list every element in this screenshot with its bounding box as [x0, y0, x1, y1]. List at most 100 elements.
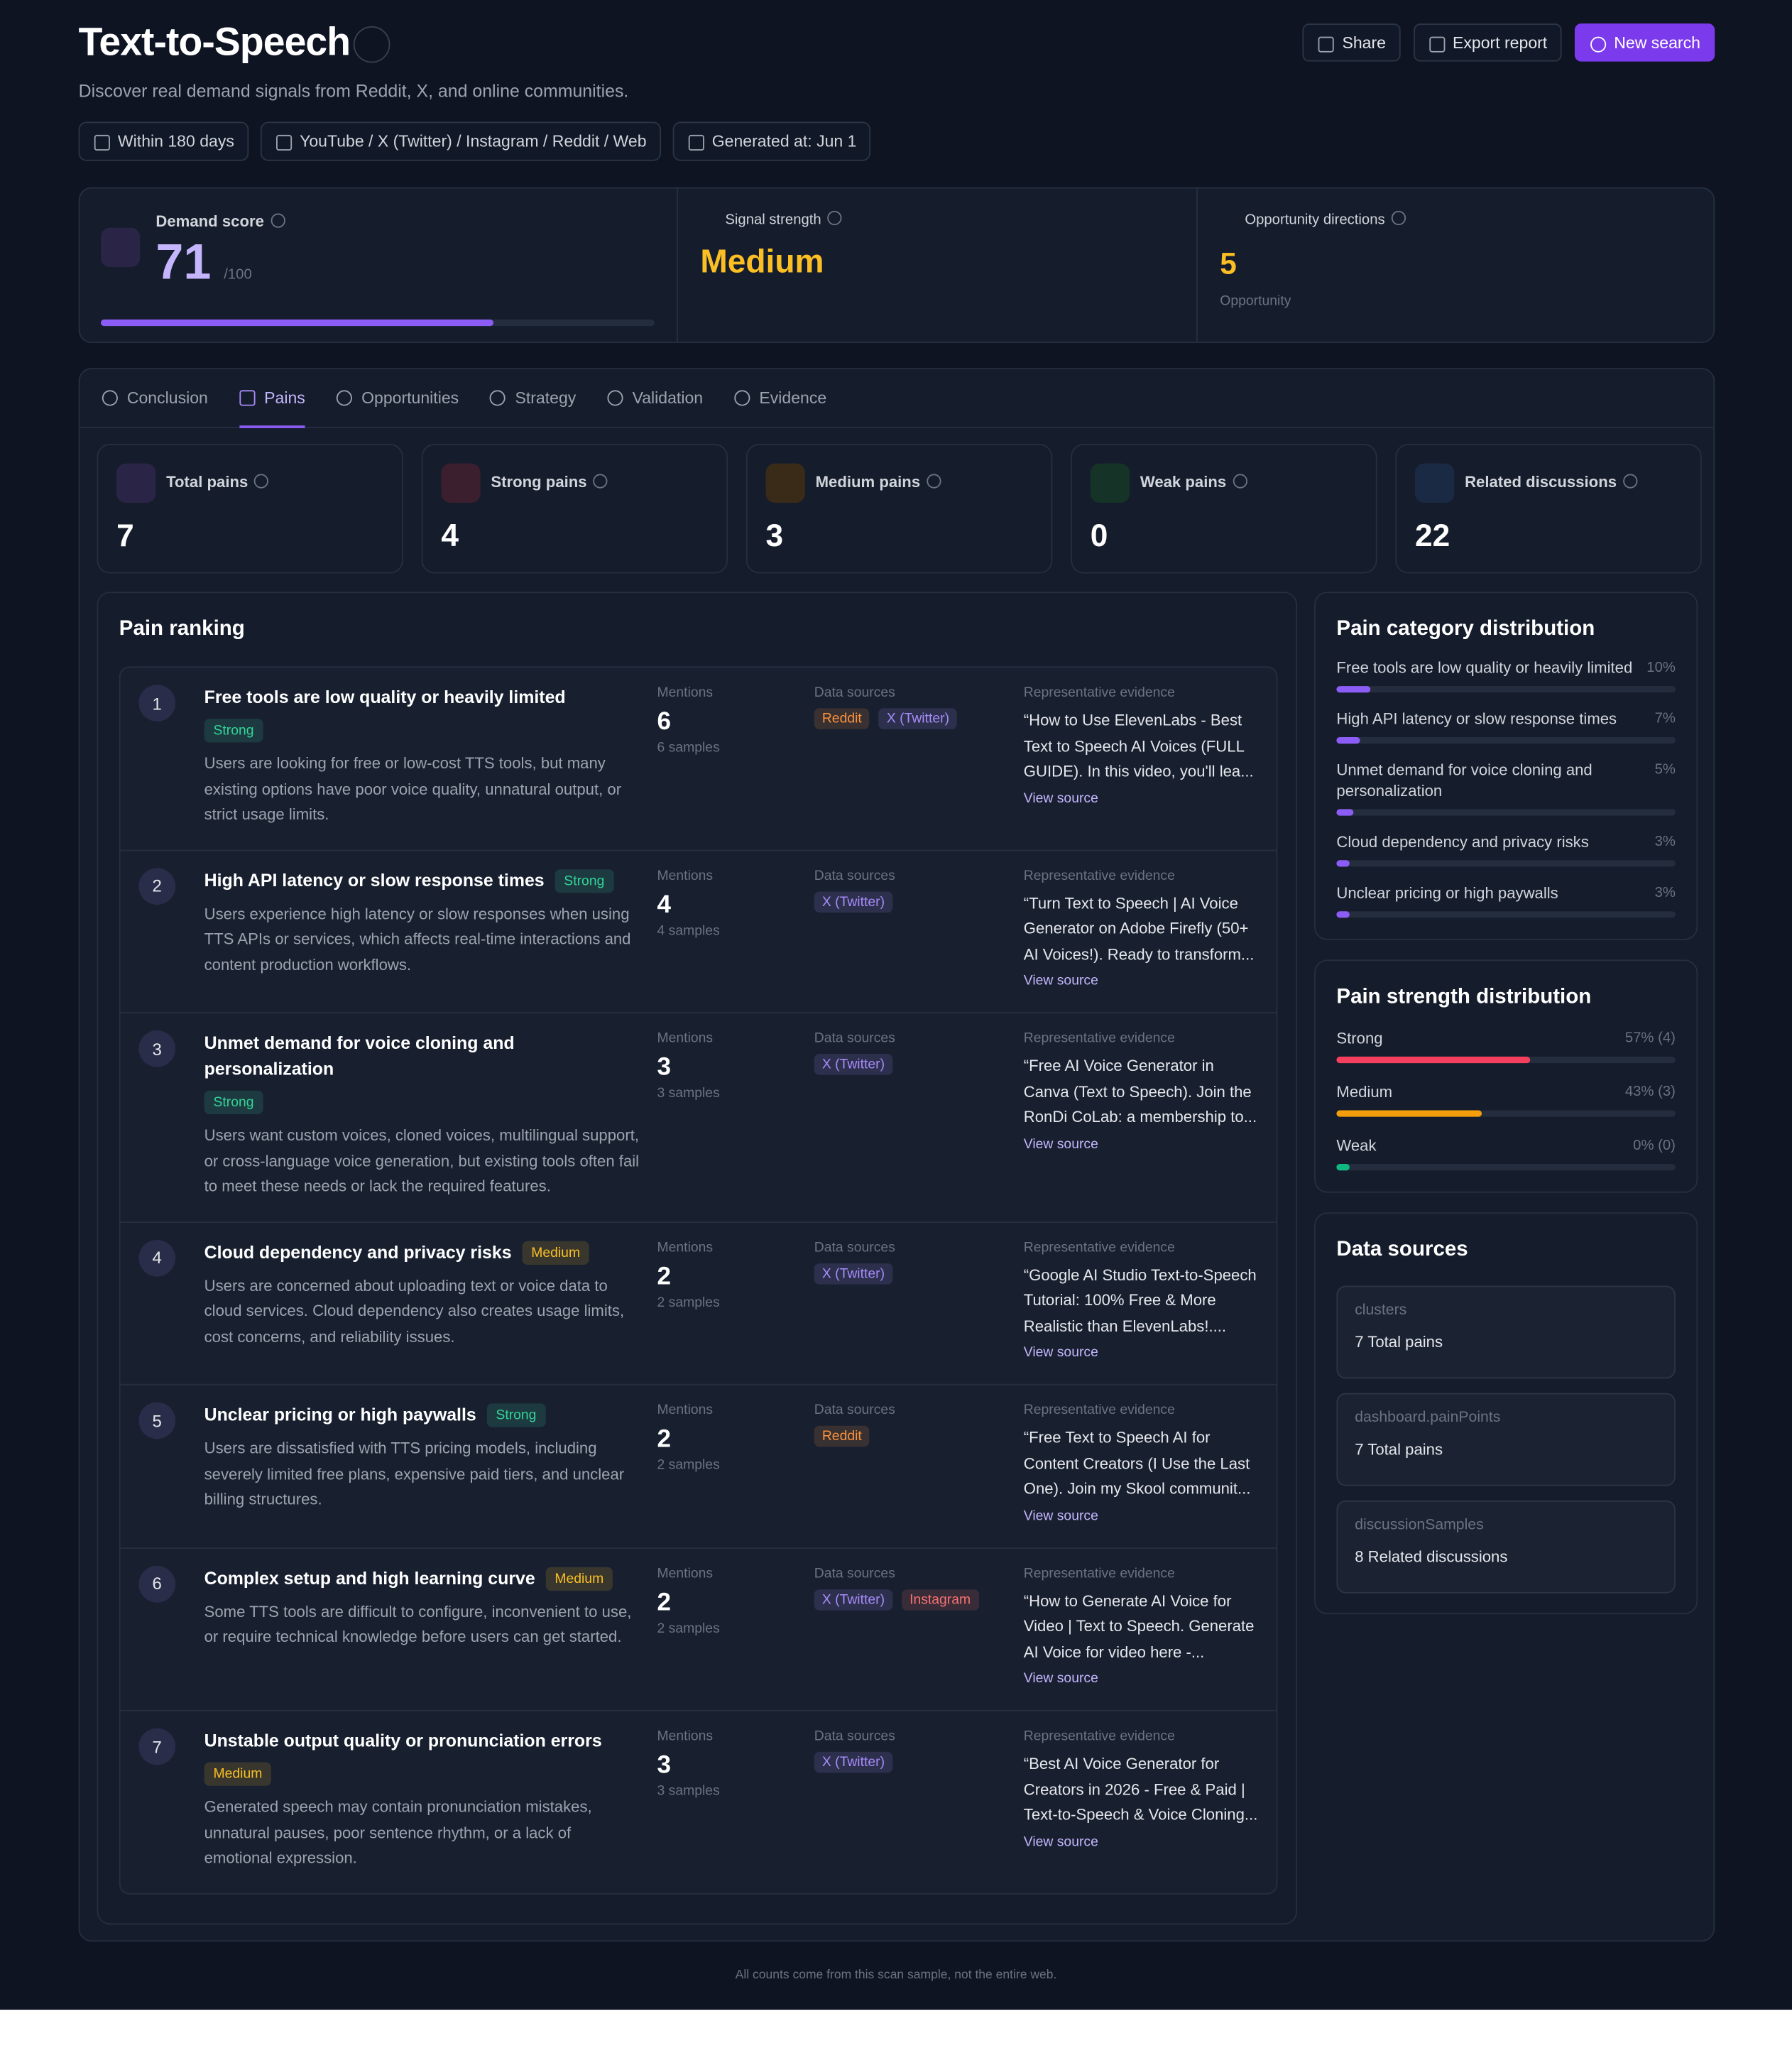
strength-name: Weak — [1336, 1136, 1377, 1155]
column-label: Data sources — [814, 1030, 895, 1047]
evidence: Representative evidence “Free Text to Spe… — [1024, 1403, 1262, 1526]
column-label: Mentions — [657, 1565, 714, 1581]
filter-chip: Within 180 days — [78, 121, 249, 161]
pain-row: 6 Complex setup and high learning curve Me… — [120, 1547, 1277, 1710]
category-share: 7% — [1654, 711, 1676, 727]
source-tag: X (Twitter) — [814, 1263, 893, 1284]
sources: Data sources X (Twitter) — [814, 1239, 1024, 1363]
bar-track — [1336, 736, 1676, 744]
metric-label: Signal strength — [725, 210, 843, 228]
column-label: Representative evidence — [1023, 685, 1175, 701]
tab[interactable]: Strategy — [490, 369, 576, 427]
evidence-text: “Free Text to Speech AI for Content Crea… — [1023, 1428, 1251, 1498]
panel-title: Pain strength distribution — [1336, 986, 1592, 1008]
tab[interactable]: Evidence — [734, 369, 826, 427]
category-name: Free tools are low quality or heavily li… — [1336, 658, 1633, 677]
action-button[interactable]: Share — [1303, 23, 1401, 62]
sources: Data sources X (Twitter) — [814, 1728, 1024, 1872]
category-name: Cloud dependency and privacy risks — [1336, 832, 1589, 851]
column-label: Data sources — [814, 1402, 895, 1418]
source-tag: X (Twitter) — [814, 1589, 893, 1610]
pain-description: Users are concerned about uploading text… — [204, 1275, 625, 1346]
stats: Total pains 7 Strong pains 4 Medium pains 3 We… — [97, 444, 1702, 574]
strength-badge: Medium — [545, 1566, 613, 1591]
category-row: Unmet demand for voice cloning and perso… — [1336, 759, 1676, 801]
bar — [1336, 1110, 1482, 1117]
column-label: Data sources — [814, 1728, 895, 1744]
samples: 6 samples — [657, 739, 720, 756]
column-label: Mentions — [657, 1402, 714, 1418]
view-source-link[interactable]: View source — [1023, 1507, 1098, 1524]
category-row: Unclear pricing or high paywalls 3% — [1336, 883, 1676, 903]
footer-note: All counts come from this scan sample, n… — [735, 1968, 1057, 1983]
column-label: Mentions — [657, 1728, 714, 1744]
evidence: Representative evidence “How to Generate … — [1024, 1565, 1262, 1689]
pain-title-text: Unstable output quality or pronunciation… — [204, 1731, 602, 1751]
strength-item: Medium 43% (3) — [1336, 1082, 1676, 1117]
column-label: Mentions — [657, 685, 714, 701]
source-card: dashboard.painPoints 7 Total pains — [1336, 1393, 1676, 1486]
source-tag: Reddit — [814, 708, 870, 729]
metric-label: Opportunity directions — [1245, 210, 1406, 228]
sources: Data sources Reddit — [814, 1403, 1024, 1526]
view-source-link[interactable]: View source — [1023, 1834, 1098, 1850]
action-button[interactable]: Export report — [1413, 23, 1562, 62]
stat-value: 4 — [441, 518, 459, 554]
samples: 4 samples — [657, 922, 720, 938]
tab[interactable]: Opportunities — [337, 369, 459, 427]
action-button[interactable]: New search — [1574, 23, 1715, 62]
bar — [1336, 1056, 1530, 1064]
strength-share: 43% (3) — [1624, 1084, 1676, 1100]
stat-value: 0 — [1090, 518, 1108, 554]
evidence: Representative evidence “Best AI Voice Ge… — [1024, 1728, 1262, 1872]
bar-track — [1336, 1056, 1676, 1064]
view-source-link[interactable]: View source — [1023, 790, 1098, 806]
pain-description: Generated speech may contain pronunciati… — [204, 1797, 592, 1868]
column-label: Representative evidence — [1023, 1728, 1175, 1744]
evidence-text: “Google AI Studio Text-to-Speech Tutoria… — [1023, 1265, 1257, 1335]
metric-value: 71 — [155, 235, 212, 291]
strength-item: Strong 57% (4) — [1336, 1028, 1676, 1064]
stat-card: Related discussions 22 — [1395, 444, 1702, 574]
view-source-link[interactable]: View source — [1023, 1670, 1098, 1687]
actions: Share Export report New search — [1303, 23, 1715, 62]
opportunity-metric: Opportunity directions 5 Opportunity — [1198, 188, 1713, 342]
stat-card: Weak pains 0 — [1071, 444, 1377, 574]
panel-title: Data sources — [1336, 1238, 1468, 1261]
bar — [1336, 1164, 1350, 1171]
pain-description: Users are looking for free or low-cost T… — [204, 753, 622, 824]
progress-fill — [100, 319, 494, 327]
mentions: Mentions 3 3 samples — [640, 1030, 814, 1200]
pain-body: Cloud dependency and privacy risks Medium… — [204, 1239, 640, 1363]
tab[interactable]: Pains — [239, 369, 306, 428]
pain-title-text: Complex setup and high learning curve — [204, 1567, 535, 1588]
pain-title-text: High API latency or slow response times — [204, 870, 545, 890]
strength-name: Medium — [1336, 1082, 1393, 1101]
source-card: discussionSamples 8 Related discussions — [1336, 1500, 1676, 1594]
samples: 3 samples — [657, 1783, 720, 1799]
category-item: Cloud dependency and privacy risks 3% — [1336, 832, 1676, 867]
column-label: Representative evidence — [1023, 1030, 1175, 1047]
view-source-link[interactable]: View source — [1023, 972, 1098, 989]
source-tags: X (Twitter) Instagram — [814, 1581, 1024, 1610]
help-icon — [271, 213, 285, 228]
tab[interactable]: Conclusion — [102, 369, 208, 427]
source-tag: X (Twitter) — [878, 708, 958, 729]
source-tag: X (Twitter) — [814, 1751, 893, 1773]
strength-badge: Strong — [486, 1403, 546, 1427]
bar-track — [1336, 1164, 1676, 1171]
help-icon — [254, 474, 269, 489]
view-source-link[interactable]: View source — [1023, 1136, 1098, 1152]
evidence-text: “Turn Text to Speech | AI Voice Generato… — [1023, 893, 1255, 964]
edit-button[interactable] — [353, 26, 390, 63]
rank-number: 1 — [138, 685, 176, 721]
pain-list: 1 Free tools are low quality or heavily l… — [119, 666, 1278, 1894]
bar — [1336, 736, 1360, 744]
rank-number: 4 — [138, 1239, 176, 1276]
view-source-link[interactable]: View source — [1023, 1344, 1098, 1361]
strength-badge: Strong — [204, 719, 263, 743]
tab[interactable]: Validation — [607, 369, 703, 427]
pain-description: Users are dissatisfied with TTS pricing … — [204, 1439, 625, 1508]
pain-row: 2 High API latency or slow response times… — [120, 849, 1277, 1013]
evidence: Representative evidence “Free AI Voice Ge… — [1024, 1030, 1262, 1200]
